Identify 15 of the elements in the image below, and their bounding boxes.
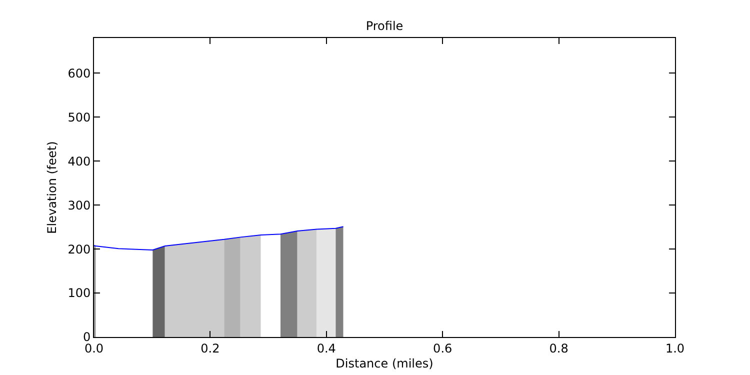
x-tick-label: 0.8	[549, 341, 568, 356]
x-axis-title: Distance (miles)	[336, 356, 434, 370]
x-tick-label: 0.2	[200, 341, 220, 356]
y-tick-label: 100	[68, 286, 91, 300]
line-series	[94, 226, 344, 250]
y-tick-label: 400	[68, 154, 91, 168]
y-tick-label: 600	[68, 66, 91, 80]
x-tick-label: 0.4	[316, 341, 336, 356]
x-tick-label: 0.6	[433, 341, 452, 356]
y-tick-label: 300	[68, 198, 91, 212]
x-tick-label: 1.0	[665, 341, 685, 356]
y-tick-label: 500	[68, 110, 91, 124]
y-axis-title: Elevation (feet)	[44, 141, 59, 234]
chart-title: Profile	[366, 19, 404, 33]
y-tick-label: 200	[68, 242, 91, 256]
